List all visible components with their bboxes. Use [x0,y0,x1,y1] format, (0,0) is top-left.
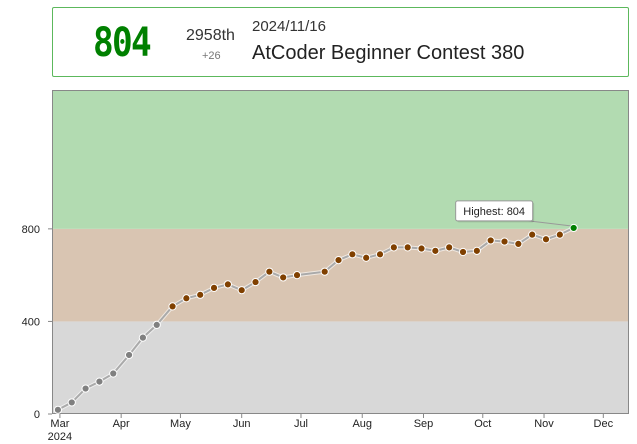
x-tick-label: May [170,418,191,430]
data-point [486,236,495,245]
rating-band-0 [52,321,629,414]
data-point [375,250,385,259]
y-tick-label: 400 [22,316,40,328]
data-point [279,273,288,282]
data-point [403,243,412,252]
x-tick-label: Sep [414,418,434,430]
data-point [555,230,564,239]
data-point [95,377,104,386]
data-point [67,398,76,407]
data-point [124,350,134,360]
data-point [389,243,398,252]
data-point [500,237,509,246]
data-point [182,294,191,303]
data-point [209,283,219,292]
current-rating: 804 [93,20,152,66]
data-point [223,280,232,289]
x-tick-sublabel: 2024 [48,431,72,443]
contest-name[interactable]: AtCoder Beginner Contest 380 [252,42,525,64]
contest-date: 2024/11/16 [252,18,326,35]
data-point [514,239,523,248]
data-point [265,267,274,276]
data-point [109,369,118,378]
x-tick-label: Nov [534,418,554,430]
data-point [417,244,426,253]
data-point [445,243,454,252]
data-point [569,223,578,233]
y-tick-label: 0 [34,409,40,421]
data-point [541,235,551,244]
data-point [237,286,246,295]
annotation-leader [528,220,571,227]
x-tick-label: Apr [113,418,130,430]
x-tick-label: Aug [352,418,372,430]
data-point [431,246,440,255]
annotation-label: Highest: 804 [463,206,525,218]
data-point [362,253,371,262]
contest-rank: 2958th [186,27,235,44]
data-point [528,230,537,239]
data-point [251,277,260,287]
x-tick-label: Oct [474,418,491,430]
plot-frame [52,90,629,414]
data-point [320,267,329,276]
data-point [348,250,357,259]
x-tick-label: Mar [50,418,69,430]
data-point [138,333,147,342]
data-point [53,405,63,414]
data-point [196,290,205,299]
contest-summary-card: 804 2958th +26 2024/11/16 AtCoder Beginn… [52,7,629,77]
data-point [334,256,343,265]
data-point [81,384,90,393]
data-point [152,320,161,329]
annotation-box [455,200,534,222]
rank-delta: +26 [202,50,221,62]
data-point [458,247,468,257]
y-tick-label: 800 [22,224,40,236]
rating-band-1 [52,228,629,322]
data-point [292,271,302,280]
data-point [168,302,177,311]
rating-band-2 [52,90,629,229]
data-point [472,246,481,255]
x-tick-label: Jun [233,418,251,430]
x-tick-label: Dec [594,418,614,430]
x-tick-label: Jul [294,418,308,430]
